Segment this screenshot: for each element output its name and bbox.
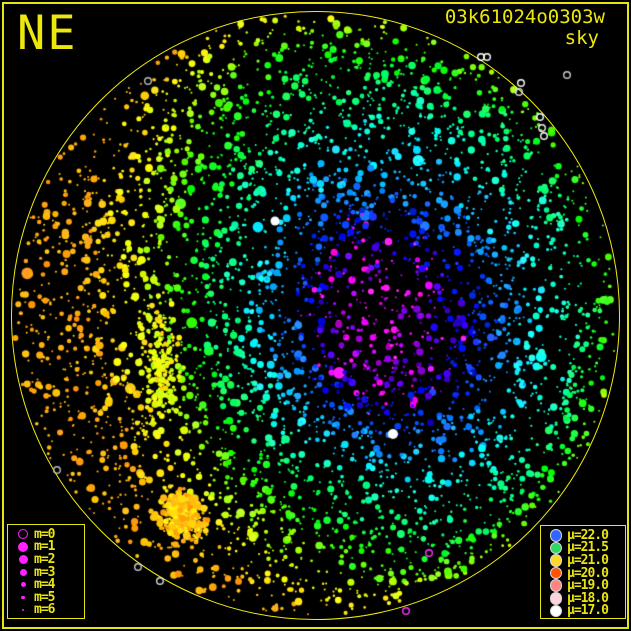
surface-brightness-legend: μ=22.0 μ=21.5 μ=21.0 μ=20.0 μ=19.0 μ=18.0 μ=17… [540, 525, 626, 619]
color-swatch-icon [550, 605, 562, 617]
mu-legend-label: μ=22.0 [567, 527, 609, 543]
magnitude-legend-row: m=4 [12, 577, 80, 593]
field-id-title: 03k61024o0303w [444, 6, 605, 28]
color-swatch-icon [550, 580, 562, 591]
mu-legend-label: μ=20.0 [567, 565, 609, 581]
mu-legend-label: μ=21.5 [567, 540, 609, 556]
color-swatch-icon [550, 542, 562, 554]
mu-legend-row: μ=20.0 [545, 565, 621, 581]
filled-circle-marker-icon [19, 568, 27, 576]
mu-legend-label: μ=19.0 [567, 578, 609, 594]
magnitude-legend-row: m=1 [12, 539, 80, 555]
filled-circle-marker-icon [18, 541, 28, 552]
filled-circle-marker-icon [18, 554, 28, 564]
magnitude-legend-label: m=6 [34, 602, 56, 618]
magnitude-legend-label: m=5 [34, 589, 56, 605]
mu-legend-row: μ=22.0 [545, 527, 621, 543]
open-circle-marker-icon [18, 529, 28, 540]
magnitude-size-legend: m=0 m=1 m=2 m=3 m=4 m=5 m=6 [7, 524, 85, 619]
color-swatch-icon [550, 530, 562, 541]
mu-legend-label: μ=21.0 [567, 552, 609, 568]
magnitude-legend-row: m=0 [12, 526, 80, 542]
filled-circle-marker-icon [22, 608, 24, 611]
mu-legend-row: μ=19.0 [545, 578, 621, 594]
color-swatch-icon [550, 555, 562, 566]
filled-circle-marker-icon [20, 582, 26, 588]
mu-legend-row: μ=17.0 [545, 603, 621, 619]
magnitude-legend-label: m=4 [34, 577, 56, 593]
mu-legend-row: μ=21.0 [545, 552, 621, 568]
magnitude-legend-label: m=1 [34, 539, 56, 555]
mu-legend-label: μ=17.0 [567, 603, 609, 619]
color-swatch-icon [550, 567, 562, 579]
field-subtitle: sky [564, 27, 599, 49]
magnitude-legend-label: m=3 [34, 564, 56, 580]
magnitude-legend-row: m=2 [12, 551, 80, 567]
magnitude-legend-label: m=2 [34, 551, 56, 567]
orientation-label: NE [17, 6, 78, 61]
magnitude-legend-row: m=3 [12, 564, 80, 580]
filled-circle-marker-icon [21, 595, 25, 600]
mu-legend-label: μ=18.0 [567, 590, 609, 606]
magnitude-legend-row: m=5 [12, 589, 80, 605]
mu-legend-row: μ=18.0 [545, 590, 621, 606]
mu-legend-row: μ=21.5 [545, 540, 621, 556]
magnitude-legend-label: m=0 [34, 526, 56, 542]
color-swatch-icon [550, 593, 562, 604]
magnitude-legend-row: m=6 [12, 602, 80, 618]
